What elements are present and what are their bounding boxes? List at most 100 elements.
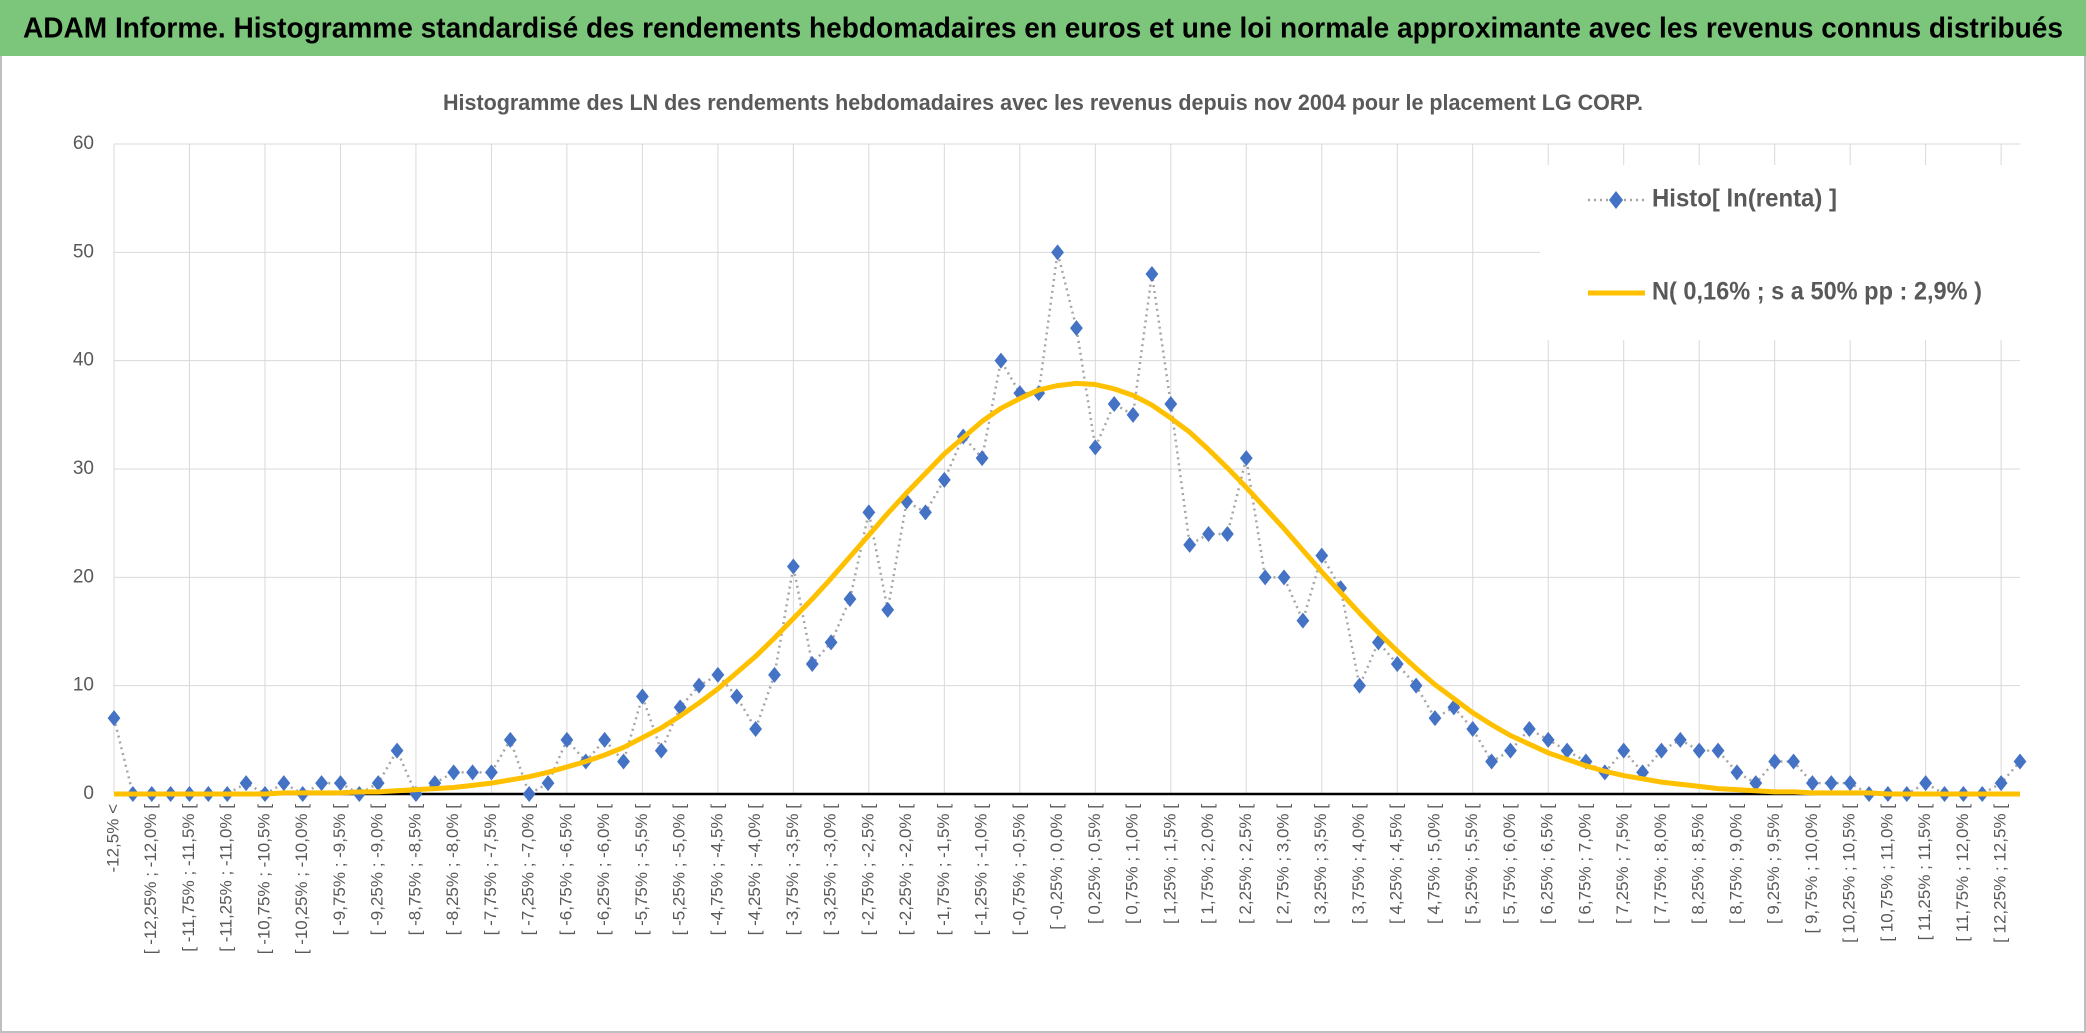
y-tick-label: 10: [73, 675, 94, 696]
data-point: [503, 731, 517, 748]
y-tick-label: 50: [73, 241, 94, 262]
x-tick-label: [ 8,75% ; 9,0% [: [1726, 804, 1745, 924]
x-tick-label: [ 5,75% ; 6,0% [: [1500, 804, 1519, 924]
data-point: [1711, 742, 1725, 759]
y-tick-label: 60: [73, 133, 94, 154]
data-point: [1258, 569, 1272, 586]
x-tick-label: [ 10,25% ; 10,5% [: [1840, 804, 1859, 943]
data-point: [1447, 699, 1461, 716]
data-point: [937, 471, 951, 488]
x-tick-label: [ 0,75% ; 1,0% [: [1123, 804, 1142, 924]
data-point: [1088, 439, 1102, 456]
data-point: [485, 764, 498, 781]
data-point: [1221, 526, 1234, 542]
x-tick-label: [ 3,75% ; 4,0% [: [1349, 804, 1368, 924]
x-tick-label: [ 9,25% ; 9,5% [: [1764, 804, 1783, 924]
x-tick-label: [ 12,25% ; 12,5% [: [1991, 804, 2010, 943]
x-tick-label: [ 1,25% ; 1,5% [: [1160, 804, 1179, 924]
data-point: [1617, 742, 1631, 759]
data-point: [1824, 775, 1838, 792]
data-point: [541, 775, 555, 792]
x-tick-label: [ 4,75% ; 5,0% [: [1424, 804, 1443, 924]
chart-title: Histogramme des LN des rendements hebdom…: [443, 90, 1643, 115]
data-point: [654, 742, 668, 759]
x-tick-label: [ -5,75% ; -5,5% [: [632, 804, 651, 936]
data-point: [1673, 731, 1687, 748]
data-point: [1730, 764, 1744, 781]
x-tick-label: [ 4,25% ; 4,5% [: [1387, 804, 1406, 924]
data-point: [1051, 244, 1064, 261]
data-point: [1145, 266, 1159, 282]
data-point: [315, 775, 328, 792]
x-tick-label: [ 3,25% ; 3,5% [: [1311, 804, 1330, 924]
data-point: [635, 688, 649, 705]
x-tick-label: [ 9,75% ; 10,0% [: [1802, 804, 1821, 934]
data-point: [522, 786, 536, 802]
x-tick-label: [ -7,25% ; -7,0% [: [519, 804, 538, 936]
data-point: [1560, 742, 1574, 759]
x-tick-label: [ 6,25% ; 6,5% [: [1538, 804, 1557, 924]
data-point: [334, 775, 347, 792]
plot: [107, 244, 2027, 802]
x-tick-label: [ -9,75% ; -9,5% [: [330, 804, 349, 936]
x-tick-label: [ -5,25% ; -5,0% [: [670, 804, 689, 936]
data-point: [805, 656, 819, 672]
x-tick-label: [ -6,25% ; -6,0% [: [594, 804, 613, 936]
x-tick-label: [ -6,75% ; -6,5% [: [556, 804, 575, 936]
data-point: [1164, 396, 1178, 412]
data-point: [1787, 753, 1800, 770]
data-point: [786, 558, 800, 575]
x-tick-label: [ 11,75% ; 12,0% [: [1953, 804, 1972, 942]
data-point: [862, 504, 876, 521]
data-point: [1296, 612, 1310, 629]
x-tick-label: [ 8,25% ; 8,5% [: [1689, 804, 1708, 924]
x-tick-label: [ -7,75% ; -7,5% [: [481, 804, 500, 936]
data-point: [843, 591, 857, 607]
legend-label: N( 0,16% ; s a 50% pp : 2,9% ): [1652, 278, 1982, 306]
x-tick-label: [ -9,25% ; -9,0% [: [368, 804, 387, 936]
x-tick-label: [ -0,75% ; -0,5% [: [1009, 804, 1028, 936]
data-point: [1202, 526, 1215, 542]
data-point: [390, 742, 404, 759]
legend: Histo[ ln(renta) ] N( 0,16% ; s a 50% pp …: [1540, 165, 2035, 340]
x-tick-label: [ 2,75% ; 3,0% [: [1274, 804, 1293, 924]
x-tick-label: [ -8,25% ; -8,0% [: [443, 804, 462, 936]
x-tick-label: [ 7,75% ; 8,0% [: [1651, 804, 1670, 924]
x-tick-label: [ 2,25% ; 2,5% [: [1236, 804, 1255, 924]
x-tick-label: [ 0,25% ; 0,5% [: [1085, 804, 1104, 924]
data-point: [768, 666, 781, 683]
data-point: [1409, 677, 1423, 694]
data-point: [1428, 710, 1442, 727]
data-point: [1334, 580, 1348, 597]
data-point: [428, 775, 442, 792]
grid: 0 10 20 30 40 50 60 -12,5% < [ -12,25% ; -12,0% …: [73, 133, 2020, 954]
x-tick-label: [ -1,75% ; -1,5% [: [934, 804, 953, 936]
data-point: [881, 601, 895, 618]
legend-box: [1540, 165, 2035, 340]
data-point: [371, 775, 385, 792]
data-point: [919, 504, 932, 521]
data-point: [692, 677, 706, 694]
legend-marker: [1609, 191, 1623, 209]
data-point: [749, 721, 763, 737]
header-title: ADAM Informe. Histogramme standardisé de…: [23, 13, 2063, 45]
data-point: [994, 352, 1008, 369]
data-point: [1806, 775, 1819, 792]
x-tick-label: [ -10,25% ; -10,0% [: [292, 804, 311, 955]
series-line: [114, 380, 2020, 797]
x-tick-label: [ -0,25% ; 0,0% [: [1047, 804, 1066, 930]
data-point: [239, 775, 253, 792]
x-tick-label: [ -4,75% ; -4,5% [: [707, 804, 726, 936]
data-point: [1541, 731, 1555, 748]
x-tick-label: [ 1,75% ; 2,0% [: [1198, 804, 1217, 924]
data-point: [1692, 742, 1706, 759]
header-bar: [0, 0, 2086, 56]
x-tick-label: [ 5,25% ; 5,5% [: [1462, 804, 1481, 924]
x-tick-label: [ -4,25% ; -4,0% [: [745, 804, 764, 936]
data-point: [447, 764, 461, 781]
data-point: [1919, 775, 1933, 792]
data-point: [975, 450, 989, 467]
data-point: [711, 666, 725, 683]
data-point: [598, 731, 612, 748]
